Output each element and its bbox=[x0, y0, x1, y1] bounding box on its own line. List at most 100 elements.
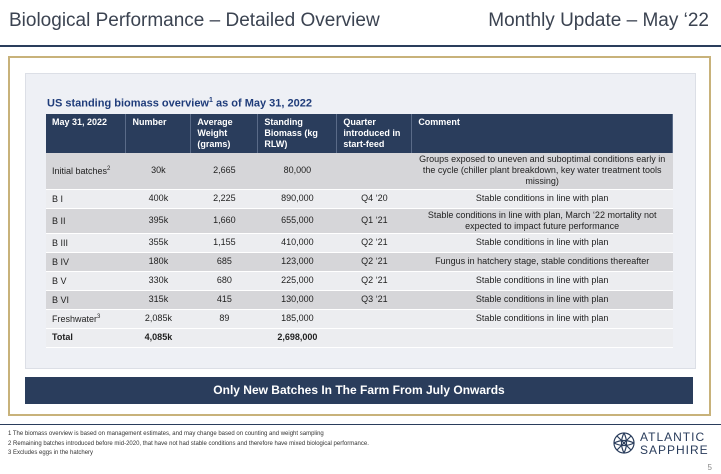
header-number: Number bbox=[125, 114, 192, 153]
logo-text: ATLANTIC SAPPHIRE bbox=[640, 431, 709, 457]
company-logo: ATLANTIC SAPPHIRE bbox=[612, 428, 712, 460]
content-frame bbox=[8, 56, 711, 416]
footnotes: 1 The biomass overview is based on manag… bbox=[8, 430, 369, 459]
table-row: Freshwater3 2,085k 89 185,000 Stable con… bbox=[46, 309, 673, 329]
row-label: B IV bbox=[46, 252, 126, 272]
table-row: B II 395k 1,660 655,000 Q1 ‘21 Stable co… bbox=[46, 208, 673, 234]
cell-comment: Stable conditions in line with plan bbox=[411, 189, 673, 209]
cell-quarter: Q1 ‘21 bbox=[336, 208, 412, 234]
cell-biomass: 655,000 bbox=[257, 208, 337, 234]
cell-comment: Stable conditions in line with plan bbox=[411, 233, 673, 253]
total-comment bbox=[411, 328, 673, 348]
cell-biomass: 225,000 bbox=[257, 271, 337, 291]
row-label: B VI bbox=[46, 290, 126, 310]
row-footnote-ref: 3 bbox=[97, 314, 101, 320]
total-quarter bbox=[336, 328, 412, 348]
cell-number: 2,085k bbox=[125, 309, 191, 329]
cell-weight: 2,225 bbox=[190, 189, 258, 209]
update-label: Monthly Update – May ‘22 bbox=[488, 10, 709, 31]
header-divider bbox=[0, 45, 721, 47]
header-quarter: Quarter introduced in start-feed bbox=[336, 114, 413, 153]
table-row: Initial batches2 30k 2,665 80,000 Groups… bbox=[46, 153, 673, 190]
row-label: Initial batches2 bbox=[46, 153, 126, 190]
sapphire-logo-icon bbox=[613, 432, 635, 454]
cell-comment: Groups exposed to uneven and suboptimal … bbox=[411, 153, 673, 190]
table-row: B IV 180k 685 123,000 Q2 ‘21 Fungus in h… bbox=[46, 252, 673, 272]
table-header-row: May 31, 2022 Number Average Weight (gram… bbox=[46, 114, 673, 153]
cell-number: 315k bbox=[125, 290, 191, 310]
total-biomass: 2,698,000 bbox=[257, 328, 337, 348]
cell-quarter: Q2 ‘21 bbox=[336, 252, 412, 272]
row-label: B V bbox=[46, 271, 126, 291]
cell-weight: 680 bbox=[190, 271, 258, 291]
cell-number: 30k bbox=[125, 153, 191, 190]
cell-biomass: 130,000 bbox=[257, 290, 337, 310]
panel-title-prefix: US standing biomass overview bbox=[47, 97, 209, 110]
cell-quarter: Q3 ‘21 bbox=[336, 290, 412, 310]
table-row: B VI 315k 415 130,000 Q3 ‘21 Stable cond… bbox=[46, 290, 673, 310]
cell-weight: 1,155 bbox=[190, 233, 258, 253]
cell-weight: 415 bbox=[190, 290, 258, 310]
row-label-text: Freshwater bbox=[52, 314, 98, 324]
panel-title: US standing biomass overview1 as of May … bbox=[47, 97, 312, 110]
row-label-text: B I bbox=[52, 194, 64, 204]
panel-title-footnote-ref: 1 bbox=[209, 97, 213, 104]
row-label-text: B III bbox=[52, 238, 69, 248]
total-weight bbox=[190, 328, 258, 348]
header-comment: Comment bbox=[411, 114, 673, 153]
cell-number: 180k bbox=[125, 252, 191, 272]
cell-comment: Stable conditions in line with plan bbox=[411, 271, 673, 291]
cell-number: 395k bbox=[125, 208, 191, 234]
cell-biomass: 185,000 bbox=[257, 309, 337, 329]
cell-comment: Stable conditions in line with plan bbox=[411, 290, 673, 310]
cell-weight: 685 bbox=[190, 252, 258, 272]
cell-biomass: 123,000 bbox=[257, 252, 337, 272]
header-standing-biomass: Standing Biomass (kg RLW) bbox=[257, 114, 338, 153]
logo-line-1: ATLANTIC bbox=[640, 430, 706, 444]
page-title: Biological Performance – Detailed Overvi… bbox=[9, 10, 380, 31]
row-label: Freshwater3 bbox=[46, 309, 126, 329]
cell-quarter: Q2 ‘21 bbox=[336, 233, 412, 253]
row-label: B I bbox=[46, 189, 126, 209]
cell-quarter bbox=[336, 153, 412, 190]
cell-comment: Stable conditions in line with plan bbox=[411, 309, 673, 329]
footnote-3: 3 Excludes eggs in the hatchery bbox=[8, 450, 94, 456]
total-label: Total bbox=[46, 328, 126, 348]
total-number: 4,085k bbox=[125, 328, 191, 348]
cell-quarter: Q2 ‘21 bbox=[336, 271, 412, 291]
row-footnote-ref: 2 bbox=[107, 166, 111, 173]
cell-comment: Stable conditions in line with plan, Mar… bbox=[411, 208, 673, 234]
header-avg-weight: Average Weight (grams) bbox=[190, 114, 259, 153]
row-label-text: B V bbox=[52, 276, 67, 286]
row-label-text: Initial batches bbox=[52, 166, 108, 177]
cell-biomass: 410,000 bbox=[257, 233, 337, 253]
header-date: May 31, 2022 bbox=[46, 114, 127, 153]
cell-biomass: 80,000 bbox=[257, 153, 337, 190]
cell-number: 330k bbox=[125, 271, 191, 291]
logo-line-2: SAPPHIRE bbox=[640, 443, 709, 457]
panel-title-suffix: as of May 31, 2022 bbox=[212, 97, 312, 110]
table-row: B V 330k 680 225,000 Q2 ‘21 Stable condi… bbox=[46, 271, 673, 291]
footer-divider bbox=[0, 424, 721, 425]
row-label-text: B VI bbox=[52, 295, 70, 305]
row-label-text: B IV bbox=[52, 257, 70, 267]
cell-weight: 2,665 bbox=[190, 153, 258, 190]
summary-banner: Only New Batches In The Farm From July O… bbox=[25, 377, 693, 404]
row-label: B III bbox=[46, 233, 126, 253]
cell-weight: 1,660 bbox=[190, 208, 258, 234]
cell-quarter: Q4 ‘20 bbox=[336, 189, 412, 209]
biomass-table: May 31, 2022 Number Average Weight (gram… bbox=[46, 114, 673, 348]
footnote-1: 1 The biomass overview is based on manag… bbox=[8, 431, 324, 437]
cell-comment: Fungus in hatchery stage, stable conditi… bbox=[411, 252, 673, 272]
footnote-2: 2 Remaining batches introduced before mi… bbox=[8, 440, 369, 447]
cell-number: 400k bbox=[125, 189, 191, 209]
page-number: 5 bbox=[707, 463, 712, 472]
table-total-row: Total 4,085k 2,698,000 bbox=[46, 328, 673, 348]
row-label-text: B II bbox=[52, 216, 66, 226]
cell-weight: 89 bbox=[190, 309, 258, 329]
table-row: B III 355k 1,155 410,000 Q2 ‘21 Stable c… bbox=[46, 233, 673, 253]
cell-quarter bbox=[336, 309, 412, 329]
table-row: B I 400k 2,225 890,000 Q4 ‘20 Stable con… bbox=[46, 189, 673, 209]
cell-number: 355k bbox=[125, 233, 191, 253]
row-label: B II bbox=[46, 208, 126, 234]
